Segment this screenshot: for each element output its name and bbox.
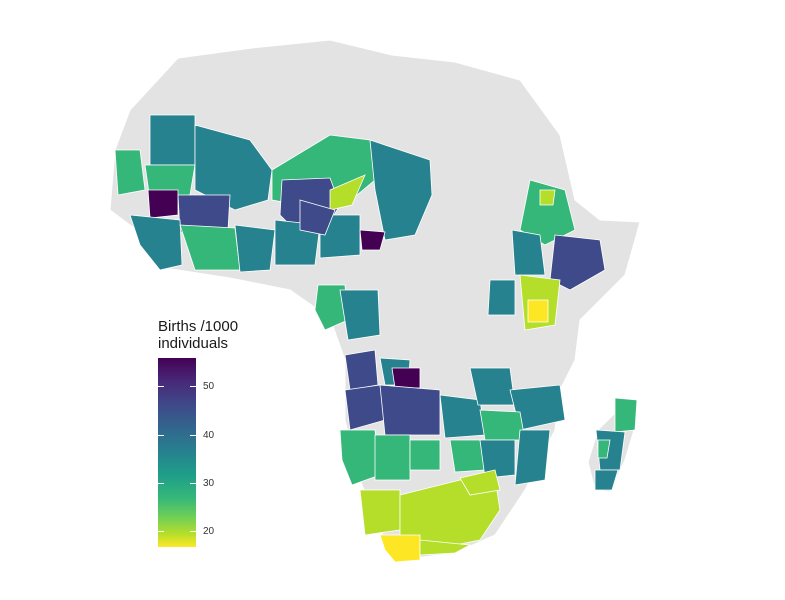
region-12: [234, 224, 276, 273]
region-44: [379, 534, 421, 563]
legend: Births /1000 individuals 50 40 30 20: [158, 318, 278, 547]
legend-tick-40: 40: [158, 430, 238, 442]
region-43: [459, 469, 501, 496]
region-17: [314, 284, 349, 331]
region-5: [329, 174, 366, 211]
legend-tick-label: 30: [203, 478, 215, 489]
legend-body: 50 40 30 20: [158, 358, 248, 548]
region-36: [339, 429, 381, 486]
region-26: [344, 349, 379, 391]
region-28: [391, 367, 421, 389]
region-34: [479, 409, 526, 441]
region-16: [299, 199, 336, 236]
region-41: [359, 489, 401, 536]
region-49: [597, 439, 611, 459]
region-38: [409, 439, 441, 471]
region-40: [479, 439, 516, 479]
region-25: [527, 299, 549, 323]
region-3: [369, 139, 433, 241]
legend-tick-label: 40: [203, 429, 215, 441]
region-37: [374, 434, 411, 481]
region-6: [114, 149, 146, 196]
birth-rate-regions: [114, 114, 638, 563]
legend-title-line2: individuals: [158, 335, 229, 352]
region-35: [514, 429, 551, 486]
region-10: [129, 214, 183, 271]
legend-tick-30: 30: [158, 478, 238, 490]
region-1: [194, 124, 273, 211]
legend-colorbar: [158, 358, 196, 547]
region-0: [149, 114, 196, 166]
region-14: [319, 214, 361, 259]
region-46: [614, 397, 638, 433]
region-18: [339, 289, 381, 341]
region-22: [549, 234, 606, 291]
legend-tick-label: 50: [203, 381, 215, 393]
region-24: [487, 279, 516, 316]
region-21: [511, 229, 546, 276]
region-30: [379, 384, 441, 436]
legend-tick-50: 50: [158, 381, 238, 393]
legend-title: Births /1000 individuals: [158, 318, 278, 352]
region-45: [419, 539, 472, 556]
legend-title-line1: Births /1000: [158, 318, 239, 335]
legend-tick-20: 20: [158, 526, 238, 538]
region-20: [539, 189, 556, 206]
region-32: [469, 367, 516, 406]
region-8: [147, 189, 179, 219]
region-15: [359, 229, 386, 251]
region-39: [449, 439, 486, 473]
region-48: [594, 469, 619, 491]
legend-tick-label: 20: [203, 526, 215, 538]
